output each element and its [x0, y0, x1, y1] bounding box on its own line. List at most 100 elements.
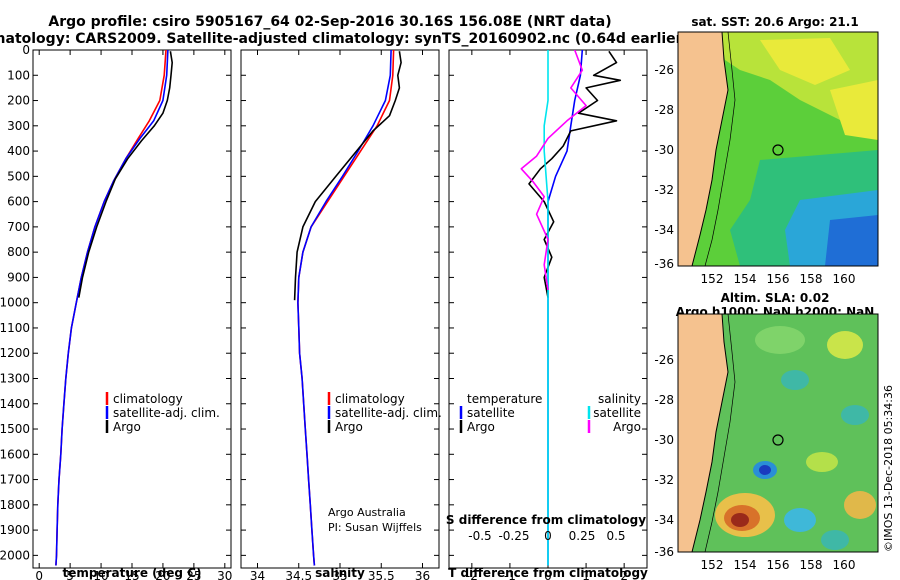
lon-tick-label: 158: [800, 272, 823, 286]
legend-climatology-label: climatology: [335, 392, 405, 406]
temperature-x-tick-label: 30: [217, 569, 232, 580]
lat-tick-label: -26: [654, 63, 674, 77]
map-bottom-lon-ticks: 152 154 156 158 160: [701, 558, 856, 572]
temperature-x-tick-label: 20: [155, 569, 170, 580]
salinity-series-argo: [293, 51, 402, 301]
depth-tick-label: 0: [22, 43, 30, 57]
sla-land: [678, 314, 729, 552]
s-tick-label: 0: [544, 529, 552, 543]
difference-x-tick-label: 1: [582, 569, 590, 580]
salinity-legend: climatology satellite-adj. clim. Argo: [327, 392, 442, 434]
depth-tick-label: 800: [7, 245, 30, 259]
map-top-lon-ticks: 152 154 156 158 160: [701, 272, 856, 286]
difference-series-s-satellite: [543, 50, 549, 566]
depth-tick-label: 600: [7, 195, 30, 209]
salinity-x-tick-label: 34.5: [285, 569, 312, 580]
map-bottom-title1: Altim. SLA: 0.02: [721, 291, 830, 305]
depth-tick-label: 700: [7, 220, 30, 234]
lat-tick-label: -30: [654, 433, 674, 447]
sla-shelf-contour: [704, 314, 736, 552]
lat-tick-label: -28: [654, 393, 674, 407]
difference-x-tick-label: 0: [544, 569, 552, 580]
depth-tick-label: 2000: [0, 548, 30, 562]
map-bottom-lat-ticks: -26 -28 -30 -32 -34 -36: [654, 353, 674, 559]
sst-coldest-region: [825, 215, 878, 266]
legend-argo-label: Argo: [335, 420, 363, 434]
lat-tick-label: -36: [654, 257, 674, 271]
sla-anomaly: [755, 326, 805, 354]
depth-tick-label: 900: [7, 270, 30, 284]
header-title-line1: Argo profile: csiro 5905167_64 02-Sep-20…: [48, 14, 611, 30]
s-tick-label: 0.25: [569, 529, 596, 543]
sla-anomaly: [759, 465, 771, 475]
lon-tick-label: 158: [800, 558, 823, 572]
s-tick-label: 0.5: [606, 529, 625, 543]
depth-tick-label: 400: [7, 144, 30, 158]
legend-s-satellite-label: satellite: [593, 406, 641, 420]
legend-satellite-label: satellite-adj. clim.: [335, 406, 442, 420]
legend-climatology-label: climatology: [113, 392, 183, 406]
sla-anomaly: [781, 370, 809, 390]
temperature-legend: climatology satellite-adj. clim. Argo: [105, 392, 220, 434]
depth-tick-label: 200: [7, 94, 30, 108]
depth-tick-label: 1800: [0, 498, 30, 512]
credit-line2: PI: Susan Wijffels: [328, 521, 422, 534]
sla-anomaly: [827, 331, 863, 359]
difference-x-tick-label: -1: [504, 569, 516, 580]
temperature-axis-label: temperature (deg C): [63, 566, 202, 580]
depth-tick-label: 1600: [0, 447, 30, 461]
difference-series-s-argo: [520, 50, 587, 291]
lon-tick-label: 156: [767, 558, 790, 572]
temperature-series-argo: [78, 51, 173, 298]
sst-warm-patch: [760, 38, 850, 85]
lat-tick-label: -28: [654, 103, 674, 117]
salinity-panel: [240, 49, 440, 569]
difference-series-t-satellite: [547, 50, 584, 566]
s-tick-label: -0.25: [498, 529, 529, 543]
sst-shelf-contour: [704, 32, 736, 266]
difference-x-tick-label: 2: [620, 569, 628, 580]
salinity-x-tick-label: 36: [415, 569, 430, 580]
sla-anomaly: [821, 530, 849, 550]
lat-tick-label: -32: [654, 183, 674, 197]
depth-tick-label: 1000: [0, 296, 30, 310]
sla-anomaly: [841, 405, 869, 425]
difference-legend: temperature satellite Argo salinity sate…: [459, 392, 641, 434]
s-difference-axis-label: S difference from climatology: [446, 513, 646, 527]
depth-tick-label: 100: [7, 68, 30, 82]
lon-tick-label: 160: [833, 558, 856, 572]
temperature-x-tick-label: 25: [186, 569, 201, 580]
sla-anomaly: [731, 513, 749, 527]
map-top-title: sat. SST: 20.6 Argo: 21.1: [691, 15, 858, 29]
s-tick-label: -0.5: [468, 529, 491, 543]
sst-land: [678, 32, 729, 266]
sst-map-frame: [677, 31, 879, 267]
temperature-x-tick-label: 5: [66, 569, 74, 580]
depth-tick-label: 1200: [0, 346, 30, 360]
depth-tick-label: 500: [7, 169, 30, 183]
map-top-lat-ticks: -26 -28 -30 -32 -34 -36: [654, 63, 674, 271]
lon-tick-label: 152: [701, 558, 724, 572]
lon-tick-label: 154: [734, 558, 757, 572]
sla-anomaly: [806, 452, 838, 472]
depth-tick-label: 1700: [0, 473, 30, 487]
salinity-series-satellite-adj-clim: [297, 50, 392, 566]
lat-tick-label: -34: [654, 513, 674, 527]
depth-tick-label: 1400: [0, 397, 30, 411]
legend-t-argo-label: Argo: [467, 420, 495, 434]
salinity-x-tick-label: 34: [250, 569, 265, 580]
sla-map-frame: [677, 313, 879, 553]
lat-tick-label: -36: [654, 545, 674, 559]
lon-tick-label: 160: [833, 272, 856, 286]
lat-tick-label: -32: [654, 473, 674, 487]
sst-warm-patch: [830, 80, 878, 140]
sla-anomaly: [784, 508, 816, 532]
credit-line1: Argo Australia: [328, 506, 406, 519]
sst-map: [678, 32, 878, 266]
depth-tick-label: 300: [7, 119, 30, 133]
legend-satellite-label: satellite-adj. clim.: [113, 406, 220, 420]
temperature-panel: [32, 49, 232, 569]
argo-float-location-marker: [772, 434, 784, 446]
legend-temperature-title: temperature: [467, 392, 542, 406]
lon-tick-label: 154: [734, 272, 757, 286]
